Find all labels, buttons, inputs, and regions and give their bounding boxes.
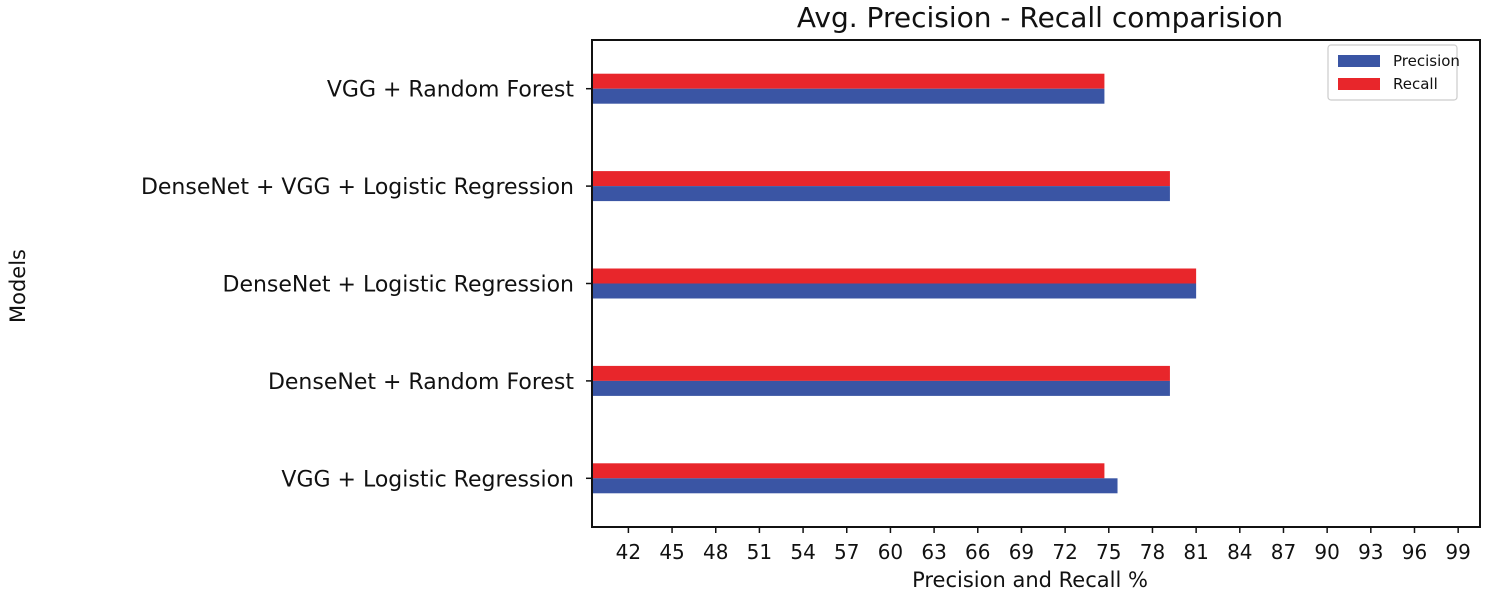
y-tick-label: DenseNet + Random Forest — [268, 370, 574, 395]
y-tick-label: VGG + Random Forest — [327, 78, 575, 103]
x-tick-label: 72 — [1052, 540, 1077, 564]
legend-swatch-precision — [1338, 55, 1380, 67]
x-tick-label: 48 — [703, 540, 728, 564]
legend: Precision Recall — [1327, 44, 1460, 101]
y-tick-label: DenseNet + Logistic Regression — [223, 273, 574, 298]
bar-precision — [593, 380, 1170, 396]
x-tick-label: 78 — [1140, 540, 1165, 564]
x-tick-label: 51 — [747, 540, 772, 564]
x-tick-label: 69 — [1009, 540, 1034, 564]
bar-recall — [593, 365, 1170, 381]
y-tick-label: VGG + Logistic Regression — [281, 467, 574, 492]
y-tick-label: DenseNet + VGG + Logistic Regression — [141, 175, 574, 200]
x-tick-label: 87 — [1271, 540, 1296, 564]
bar-recall — [593, 463, 1105, 479]
legend-label-recall: Recall — [1393, 75, 1438, 93]
bar-precision — [593, 283, 1197, 299]
x-tick-label: 42 — [616, 540, 641, 564]
y-axis-labels: VGG + Random Forest DenseNet + VGG + Logi… — [141, 78, 592, 492]
legend-label-precision: Precision — [1393, 52, 1460, 70]
bar-recall — [593, 268, 1197, 284]
x-tick-label: 93 — [1358, 540, 1383, 564]
bar-precision — [593, 478, 1118, 494]
x-tick-label: 99 — [1445, 540, 1470, 564]
x-tick-label: 84 — [1227, 540, 1252, 564]
x-tick-label: 45 — [659, 540, 684, 564]
bar-recall — [593, 73, 1105, 89]
bars-layer — [593, 73, 1197, 494]
x-tick-label: 57 — [834, 540, 859, 564]
x-axis-label: Precision and Recall % — [912, 568, 1148, 592]
x-tick-label: 66 — [965, 540, 990, 564]
x-tick-label: 96 — [1402, 540, 1427, 564]
bar-precision — [593, 88, 1105, 104]
bar-recall — [593, 171, 1170, 187]
x-tick-label: 63 — [921, 540, 946, 564]
x-axis-ticks: 42 45 48 51 54 57 60 63 66 69 72 75 78 81 84 87 90 93 96 99 — [616, 527, 1471, 564]
x-tick-label: 54 — [790, 540, 815, 564]
bar-precision — [593, 186, 1170, 202]
chart-title: Avg. Precision - Recall comparision — [797, 1, 1283, 34]
x-tick-label: 81 — [1183, 540, 1208, 564]
legend-swatch-recall — [1338, 78, 1380, 90]
x-tick-label: 75 — [1096, 540, 1121, 564]
x-tick-label: 90 — [1314, 540, 1339, 564]
y-axis-label: Models — [6, 249, 30, 323]
x-tick-label: 60 — [878, 540, 903, 564]
